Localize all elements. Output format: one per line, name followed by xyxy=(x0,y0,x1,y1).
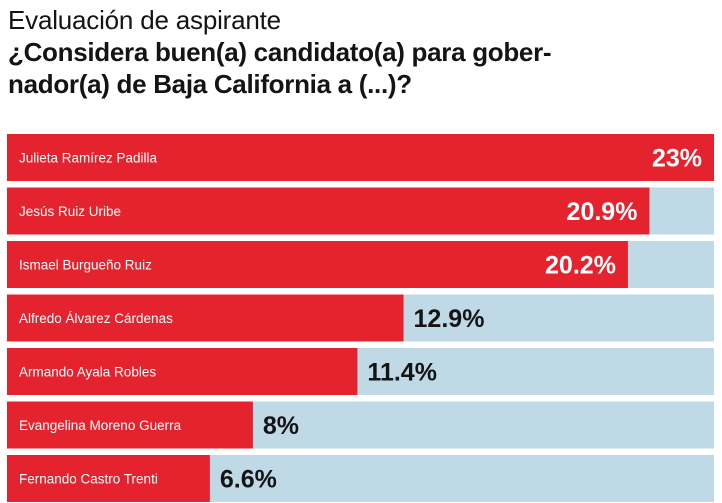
bar-row: Armando Ayala Robles 11.4% xyxy=(7,348,714,395)
value-label: 23% xyxy=(652,145,702,173)
category-label: Ismael Burgueño Ruiz xyxy=(19,258,152,273)
value-label: 12.9% xyxy=(414,305,485,333)
chart-header: Evaluación de aspirante ¿Considera buen(… xyxy=(8,4,714,100)
bar-row: Julieta Ramírez Padilla 23% xyxy=(7,134,714,181)
bar xyxy=(7,241,628,288)
category-label: Armando Ayala Robles xyxy=(19,365,156,380)
category-label: Alfredo Álvarez Cárdenas xyxy=(19,311,173,326)
question-line-1: ¿Considera buen(a) candidato(a) para gob… xyxy=(8,37,552,67)
bar-row: Evangelina Moreno Guerra 8% xyxy=(7,401,714,449)
bar-row: Ismael Burgueño Ruiz 20.2% xyxy=(7,241,714,288)
bar xyxy=(7,294,404,342)
bar-chart: Julieta Ramírez Padilla 23% Jesús Ruiz Uri… xyxy=(7,134,714,502)
bar-row: Fernando Castro Trenti 6.6% xyxy=(7,455,714,502)
category-label: Fernando Castro Trenti xyxy=(19,472,158,487)
value-label: 20.2% xyxy=(545,252,616,280)
value-label: 20.9% xyxy=(567,198,638,226)
bar xyxy=(7,401,253,449)
value-label: 6.6% xyxy=(220,466,277,494)
category-label: Julieta Ramírez Padilla xyxy=(19,151,158,166)
value-label: 8% xyxy=(263,412,299,440)
bar xyxy=(7,348,358,395)
chart-title: Evaluación de aspirante xyxy=(8,5,281,35)
bar-row: Jesús Ruiz Uribe 20.9% xyxy=(7,187,714,235)
category-label: Evangelina Moreno Guerra xyxy=(19,418,182,433)
bar-row: Alfredo Álvarez Cárdenas 12.9% xyxy=(7,294,714,342)
bar xyxy=(7,455,210,502)
category-label: Jesús Ruiz Uribe xyxy=(19,204,121,219)
value-label: 11.4% xyxy=(367,359,437,387)
question-line-2: nador(a) de Baja California a (...)? xyxy=(8,69,412,99)
bar xyxy=(7,134,714,181)
bar xyxy=(7,187,650,235)
